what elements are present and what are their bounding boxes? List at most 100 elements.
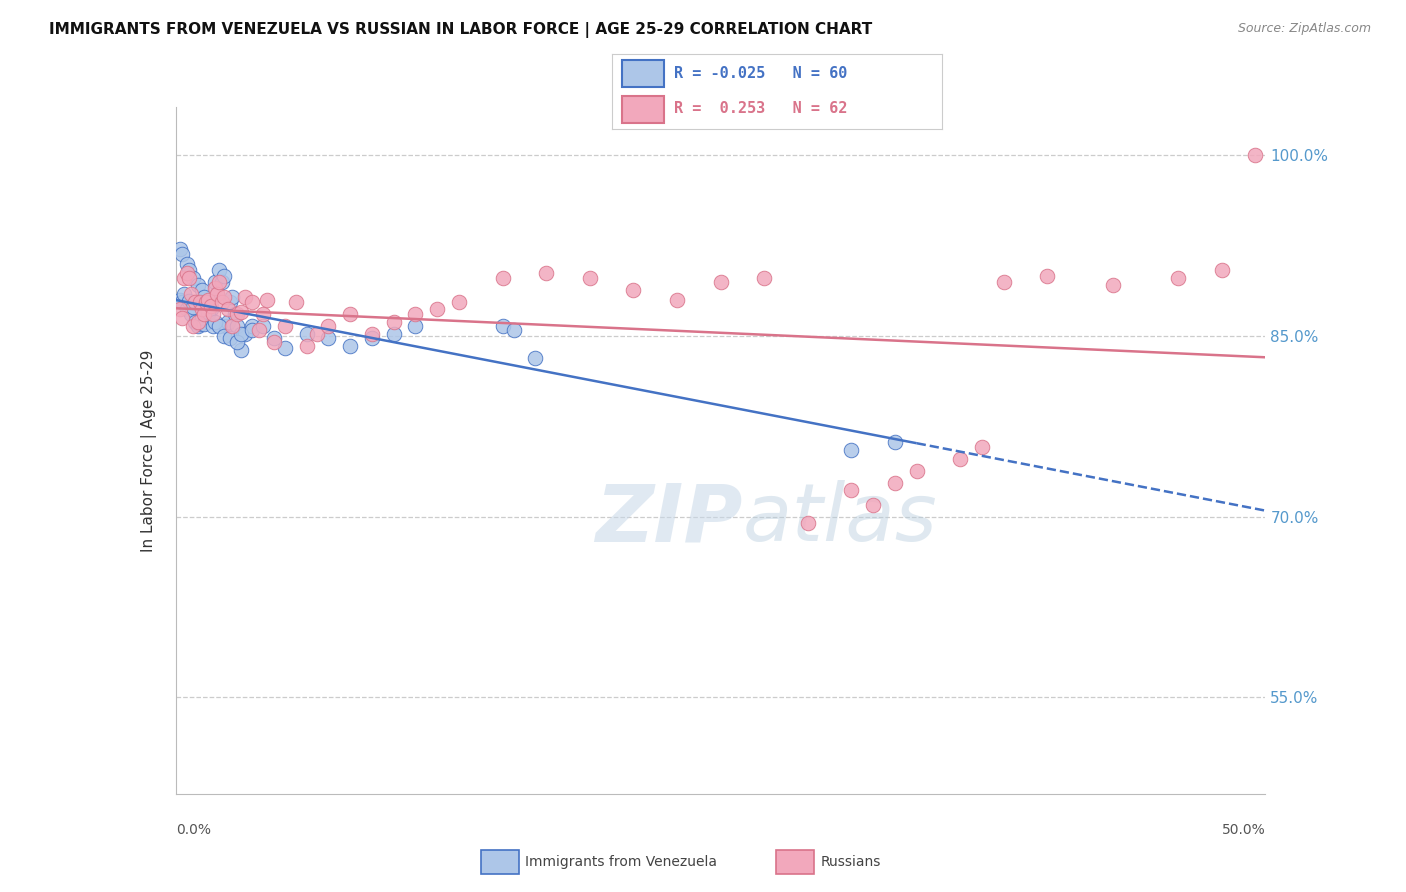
Point: [208, 262, 231, 277]
Point: [382, 314, 405, 328]
Point: [181, 300, 204, 314]
Text: R = -0.025   N = 60: R = -0.025 N = 60: [675, 67, 848, 81]
Point: [405, 319, 427, 334]
FancyBboxPatch shape: [481, 850, 519, 873]
Point: [263, 331, 285, 345]
Point: [884, 475, 907, 490]
Point: [295, 338, 318, 352]
Point: [524, 351, 547, 365]
Point: [970, 440, 993, 454]
Point: [169, 242, 191, 256]
Point: [186, 314, 209, 328]
Point: [235, 290, 257, 304]
Point: [177, 271, 200, 285]
Point: [841, 443, 863, 458]
Point: [193, 317, 215, 331]
Point: [176, 257, 198, 271]
Point: [862, 498, 884, 512]
Text: Immigrants from Venezuela: Immigrants from Venezuela: [526, 855, 717, 869]
Point: [274, 319, 297, 334]
Point: [186, 278, 209, 293]
Point: [318, 319, 340, 334]
Point: [224, 307, 246, 321]
Point: [240, 323, 263, 337]
Point: [247, 323, 270, 337]
Point: [221, 319, 243, 334]
Point: [177, 262, 200, 277]
Point: [905, 464, 928, 478]
Point: [1167, 271, 1189, 285]
Point: [666, 293, 689, 307]
Point: [191, 283, 214, 297]
Point: [177, 293, 200, 308]
Point: [225, 307, 247, 321]
Point: [339, 338, 361, 352]
Point: [219, 295, 242, 310]
Point: [193, 307, 215, 321]
Point: [172, 247, 194, 261]
Point: [231, 326, 253, 341]
Point: [221, 290, 243, 304]
Point: [318, 331, 340, 345]
Point: [197, 307, 219, 321]
Point: [796, 516, 818, 530]
Point: [284, 295, 307, 310]
Point: [176, 266, 198, 280]
Point: [884, 435, 907, 450]
Point: [339, 307, 361, 321]
Point: [186, 319, 209, 334]
Point: [993, 275, 1015, 289]
Point: [212, 290, 235, 304]
Point: [181, 271, 204, 285]
Text: 50.0%: 50.0%: [1222, 822, 1265, 837]
Point: [180, 307, 202, 321]
Point: [382, 326, 405, 341]
Point: [447, 295, 470, 310]
Point: [169, 302, 191, 317]
Point: [205, 286, 228, 301]
Point: [180, 286, 202, 301]
Point: [184, 295, 207, 310]
Point: [201, 319, 224, 334]
Point: [169, 293, 191, 307]
Point: [1102, 278, 1125, 293]
Point: [195, 295, 218, 310]
Point: [252, 319, 274, 334]
Point: [252, 307, 274, 321]
Point: [215, 319, 238, 334]
Y-axis label: In Labor Force | Age 25-29: In Labor Force | Age 25-29: [141, 350, 157, 551]
Point: [204, 275, 226, 289]
Point: [360, 331, 382, 345]
Point: [710, 275, 733, 289]
Point: [181, 319, 204, 334]
Point: [212, 268, 235, 283]
Point: [754, 271, 776, 285]
Point: [173, 271, 195, 285]
Point: [534, 266, 557, 280]
Point: [231, 305, 253, 319]
FancyBboxPatch shape: [621, 61, 665, 87]
Text: Source: ZipAtlas.com: Source: ZipAtlas.com: [1237, 22, 1371, 36]
Point: [200, 302, 222, 317]
Point: [240, 295, 263, 310]
Point: [176, 302, 198, 317]
Point: [240, 319, 263, 334]
Point: [204, 281, 226, 295]
Point: [949, 451, 972, 466]
Point: [426, 302, 449, 317]
Point: [205, 286, 228, 301]
Point: [200, 299, 222, 313]
FancyBboxPatch shape: [621, 96, 665, 122]
Point: [208, 319, 231, 334]
Point: [225, 319, 247, 334]
Point: [492, 319, 515, 334]
Point: [193, 290, 215, 304]
Point: [841, 483, 863, 498]
Point: [225, 334, 247, 349]
Point: [405, 307, 427, 321]
Point: [172, 310, 194, 325]
Point: [191, 310, 214, 325]
Point: [197, 305, 219, 319]
Point: [231, 343, 253, 358]
Point: [211, 275, 233, 289]
